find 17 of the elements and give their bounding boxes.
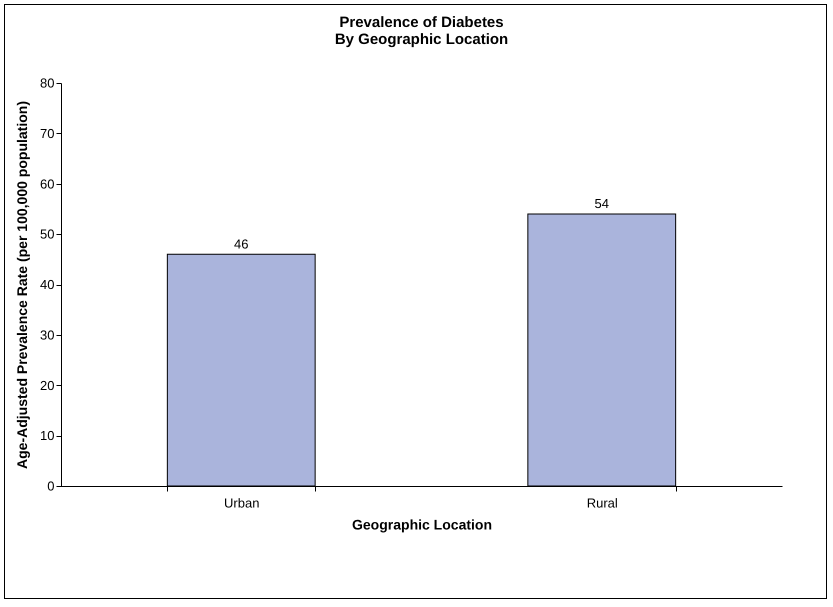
y-tick-label: 10 [40, 428, 54, 444]
y-tick-label: 30 [40, 327, 54, 342]
y-tick-label: 70 [40, 126, 54, 141]
x-tick-label: Urban [224, 496, 260, 510]
y-tick-label: 40 [40, 277, 54, 292]
y-axis-title: Age-Adjusted Prevalence Rate (per 100,000 population) [14, 101, 30, 469]
y-tick-label: 80 [40, 76, 54, 90]
x-tick-label: Rural [586, 496, 618, 510]
data-label: 54 [594, 196, 609, 211]
x-axis-title: Geographic Location [352, 516, 492, 532]
text: Prevalence of Diabetes [339, 14, 504, 31]
y-tick-label: 50 [40, 226, 54, 242]
y-tick-label: 20 [40, 378, 54, 393]
y-tick-label: 0 [47, 478, 54, 494]
text: By Geographic Location [334, 31, 508, 48]
data-label: 46 [234, 236, 248, 252]
y-tick-label: 60 [40, 176, 54, 192]
